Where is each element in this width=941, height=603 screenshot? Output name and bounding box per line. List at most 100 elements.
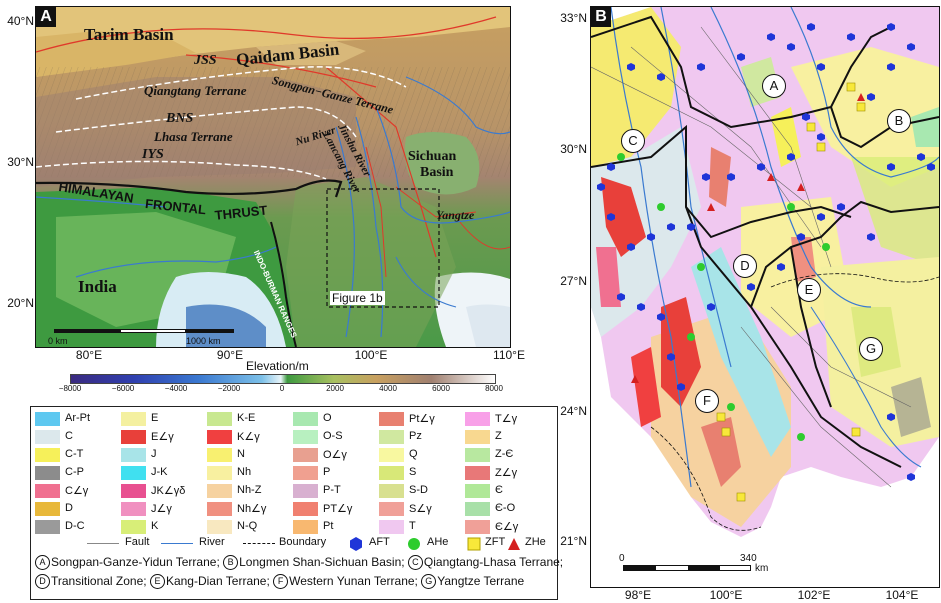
legend-unit-label: C-T [65,448,84,460]
aft-sample-marker [837,203,845,211]
aft-sample-marker [677,383,685,391]
legend-swatch [35,466,60,480]
legend-unit-label: E [151,412,159,424]
scale-b-right-label: 340 [740,553,757,564]
legend-unit-label: PT∠γ [323,503,353,515]
legend-swatch [379,412,404,426]
zhe-sample-marker [857,93,865,101]
terrane-label-f: F [695,389,719,413]
cb-tick-0: −8000 [58,384,82,393]
scale-a-right-label: 1000 km [186,336,221,346]
cb-tick-1: −6000 [111,384,135,393]
legend-fault-line [87,543,119,544]
cb-tick-5: 2000 [326,384,344,393]
zft-sample-marker [846,82,856,92]
panel-b-lon-104: 104°E [885,588,919,602]
legend-swatch [465,448,490,462]
panel-b-lon-98: 98°E [624,588,652,602]
terrane-b-name: Longmen Shan-Sichuan Basin; [239,555,405,569]
legend-unit-label: Pt∠γ [409,413,435,425]
panel-a-terrain [36,7,510,347]
panel-a-lon-90: 90°E [216,348,244,362]
ahe-sample-marker [797,433,805,441]
aft-sample-marker [607,163,615,171]
legend-zft-text: ZFT [485,536,506,548]
legend-swatch [379,466,404,480]
zhe-sample-marker [797,183,805,191]
legend-swatch [207,484,232,498]
aft-sample-marker [667,223,675,231]
aft-sample-marker [667,353,675,361]
legend-swatch [293,520,318,534]
cb-tick-4: 0 [279,384,285,393]
label-tarim-basin: Tarim Basin [84,25,174,44]
legend-swatch [207,520,232,534]
legend-unit-label: O [323,412,332,424]
zft-sample-marker [851,427,861,437]
terrane-label-d: D [733,254,757,278]
legend-swatch [121,502,146,516]
aft-sample-marker [907,43,915,51]
terrane-e-marker: E [149,574,165,590]
terrane-label-a: A [762,74,786,98]
legend-swatch [35,412,60,426]
label-yangtze: Yangtze [436,208,475,222]
legend-swatch [35,430,60,444]
aft-sample-marker [617,293,625,301]
aft-sample-marker [867,93,875,101]
legend-unit-label: Z [495,430,502,442]
aft-sample-marker [887,163,895,171]
aft-sample-marker [707,303,715,311]
zhe-sample-marker [631,375,639,383]
terrane-label-e: E [797,278,821,302]
terrane-a-marker: A [35,555,50,571]
panel-a-letter: A [36,7,56,27]
legend-zhe-label: ZHe [525,536,546,548]
zft-sample-marker [716,412,726,422]
legend-swatch [465,466,490,480]
zft-marker-icon [467,537,481,551]
panel-a-lat-20: 20°N [7,296,34,310]
terrane-line-1: A Songpan-Ganze-Yidun Terrane; B Longmen S… [35,555,564,571]
aft-marker-icon [350,537,362,551]
zft-sample-marker [816,142,826,152]
legend-ahe-label: AHe [427,536,449,548]
legend-unit-label: S-D [409,484,428,496]
scale-b-unit-label: km [755,563,769,574]
legend-unit-label: C-P [65,466,84,478]
legend-swatch [293,448,318,462]
panel-a-lon-100: 100°E [354,348,388,362]
aft-sample-marker [657,313,665,321]
legend-unit-label: C∠γ [65,485,89,497]
legend-unit-label: T∠γ [495,413,518,425]
zhe-sample-marker [767,173,775,181]
legend-unit-label: D [65,502,73,514]
aft-sample-marker [757,163,765,171]
elevation-title: Elevation/m [246,359,309,373]
aft-sample-marker [802,113,810,121]
legend-unit-label: D-C [65,520,85,532]
aft-sample-marker [767,33,775,41]
aft-sample-marker [747,283,755,291]
legend-unit-label: Nh∠γ [237,503,267,515]
aft-sample-marker [817,63,825,71]
terrane-c-name: Qiangtang-Lhasa Terrane; [423,555,564,569]
legend-swatch [121,412,146,426]
aft-sample-marker [907,473,915,481]
legend-unit-label: Nh [237,466,252,478]
legend-swatch [35,502,60,516]
panel-a-lat-30: 30°N [7,155,34,169]
cb-tick-8: 8000 [485,384,503,393]
ahe-sample-marker [727,403,735,411]
aft-sample-marker [887,23,895,31]
terrane-line-2: D Transitional Zone; E Kang-Dian Terrane; … [35,574,524,590]
panel-b-lat-33: 33°N [560,11,587,25]
legend-unit-label: O-S [323,430,343,442]
zft-sample-marker [806,122,816,132]
legend-unit-label: N [237,448,245,460]
legend-unit-label: Є∠γ [495,521,519,533]
legend-unit-label: Z-Є [495,448,514,460]
aft-sample-marker [917,153,925,161]
label-india: India [78,277,117,296]
panel-b-lat-27: 27°N [560,274,587,288]
